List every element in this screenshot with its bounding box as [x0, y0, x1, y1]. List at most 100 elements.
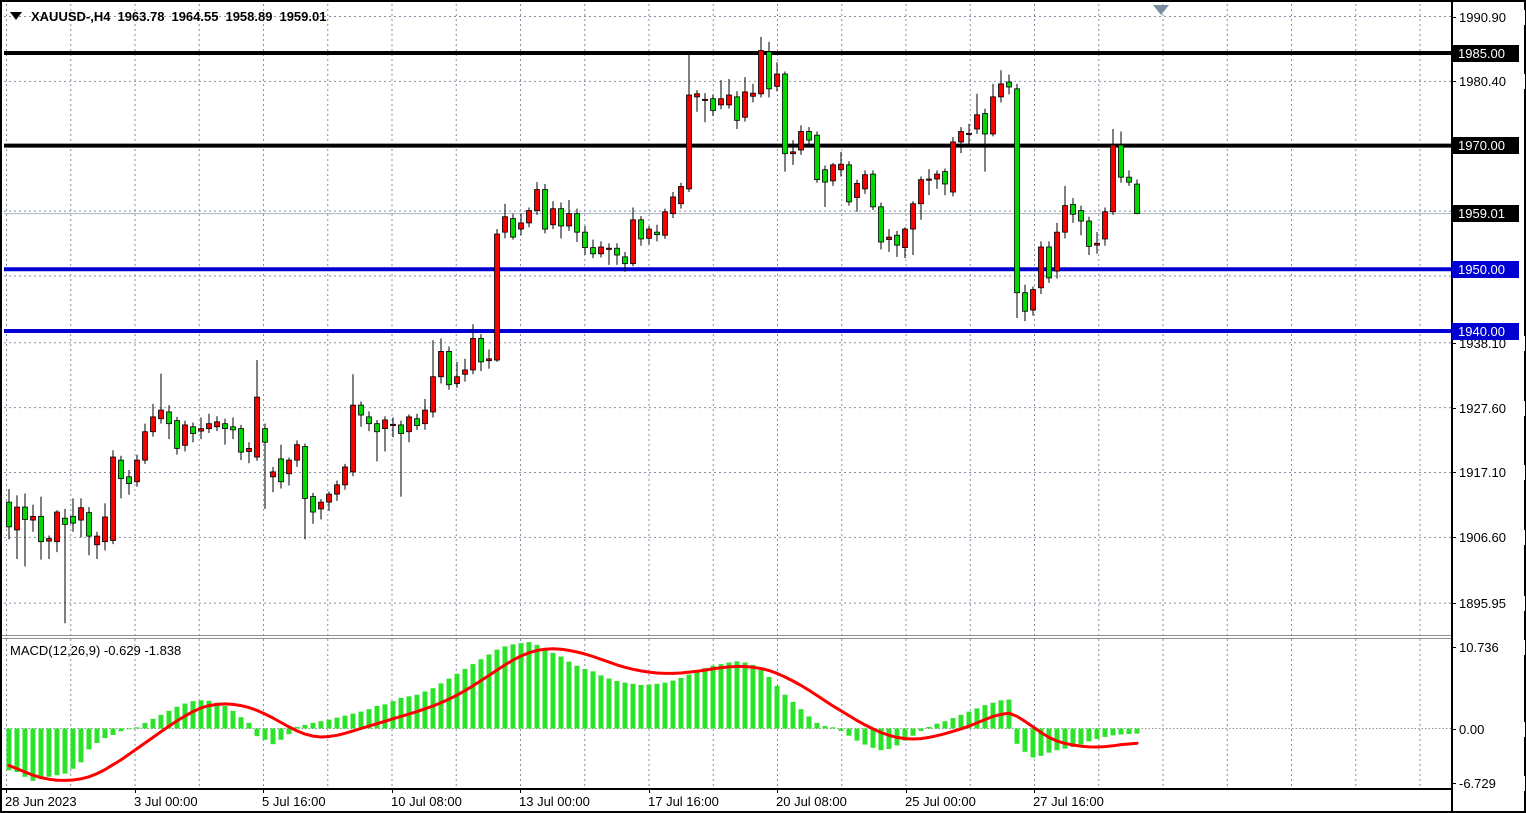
candle-body[interactable] — [702, 98, 708, 101]
macd-histogram-bar[interactable] — [190, 701, 196, 729]
candle-body[interactable] — [1126, 176, 1132, 183]
candle-body[interactable] — [550, 208, 556, 226]
macd-histogram-bar[interactable] — [702, 668, 708, 729]
macd-histogram-bar[interactable] — [814, 722, 820, 729]
macd-histogram-bar[interactable] — [630, 683, 636, 729]
candle-body[interactable] — [502, 216, 508, 233]
macd-histogram-bar[interactable] — [150, 718, 156, 729]
macd-histogram-bar[interactable] — [742, 662, 748, 729]
macd-histogram-bar[interactable] — [758, 669, 764, 729]
candle-body[interactable] — [1062, 205, 1068, 233]
candle-body[interactable] — [734, 96, 740, 121]
candle-body[interactable] — [238, 428, 244, 453]
candle-body[interactable] — [1078, 210, 1084, 222]
macd-histogram-bar[interactable] — [94, 728, 100, 743]
macd-histogram-bar[interactable] — [942, 721, 948, 729]
macd-histogram-bar[interactable] — [374, 705, 380, 729]
macd-histogram-bar[interactable] — [22, 728, 28, 777]
macd-histogram-bar[interactable] — [270, 728, 276, 745]
macd-histogram-bar[interactable] — [1086, 728, 1092, 742]
macd-histogram-bar[interactable] — [926, 726, 932, 729]
candle-body[interactable] — [6, 501, 12, 528]
candle-body[interactable] — [886, 236, 892, 240]
macd-histogram-bar[interactable] — [6, 728, 12, 771]
candle-body[interactable] — [542, 189, 548, 230]
macd-histogram-bar[interactable] — [718, 664, 724, 729]
candle-body[interactable] — [334, 484, 340, 495]
candle-body[interactable] — [598, 246, 604, 255]
macd-histogram-bar[interactable] — [222, 705, 228, 729]
candle-body[interactable] — [126, 476, 132, 485]
macd-histogram-bar[interactable] — [518, 643, 524, 729]
macd-histogram-bar[interactable] — [478, 659, 484, 729]
candle-body[interactable] — [974, 114, 980, 130]
macd-histogram-bar[interactable] — [30, 728, 36, 781]
candle-body[interactable] — [14, 506, 20, 531]
candle-body[interactable] — [1054, 231, 1060, 272]
macd-histogram-bar[interactable] — [62, 728, 68, 774]
candle-body[interactable] — [830, 164, 836, 182]
macd-histogram-bar[interactable] — [134, 727, 140, 729]
macd-histogram-bar[interactable] — [566, 661, 572, 729]
macd-histogram-bar[interactable] — [102, 728, 108, 739]
macd-histogram-bar[interactable] — [462, 668, 468, 729]
macd-histogram-bar[interactable] — [70, 728, 76, 769]
candle-body[interactable] — [86, 512, 92, 537]
macd-histogram-bar[interactable] — [118, 728, 124, 732]
macd-histogram-bar[interactable] — [862, 728, 868, 745]
candle-body[interactable] — [662, 211, 668, 236]
candle-body[interactable] — [1038, 246, 1044, 289]
macd-histogram-bar[interactable] — [494, 649, 500, 729]
macd-histogram-bar[interactable] — [654, 683, 660, 729]
macd-histogram-bar[interactable] — [558, 656, 564, 729]
candle-body[interactable] — [966, 132, 972, 135]
candle-body[interactable] — [94, 535, 100, 546]
macd-histogram-bar[interactable] — [1046, 728, 1052, 753]
candle-body[interactable] — [1134, 183, 1140, 214]
candle-body[interactable] — [822, 169, 828, 183]
candle-body[interactable] — [870, 173, 876, 208]
macd-histogram-bar[interactable] — [1126, 728, 1132, 734]
candle-body[interactable] — [198, 428, 204, 432]
candle-body[interactable] — [1022, 292, 1028, 312]
candle-body[interactable] — [222, 423, 228, 430]
macd-histogram-bar[interactable] — [390, 701, 396, 729]
candle-body[interactable] — [622, 256, 628, 265]
candle-body[interactable] — [718, 98, 724, 106]
macd-histogram-bar[interactable] — [238, 717, 244, 729]
candle-body[interactable] — [134, 459, 140, 483]
macd-histogram-bar[interactable] — [198, 700, 204, 729]
candle-body[interactable] — [510, 218, 516, 238]
candle-body[interactable] — [670, 196, 676, 215]
macd-histogram-bar[interactable] — [734, 661, 740, 729]
candle-body[interactable] — [102, 516, 108, 543]
candle-body[interactable] — [318, 501, 324, 510]
candle-body[interactable] — [614, 247, 620, 256]
candle-body[interactable] — [654, 231, 660, 236]
macd-histogram-bar[interactable] — [550, 652, 556, 729]
macd-histogram-bar[interactable] — [46, 728, 52, 777]
candle-body[interactable] — [302, 446, 308, 499]
candle-body[interactable] — [62, 517, 68, 525]
macd-histogram-bar[interactable] — [830, 727, 836, 729]
candle-body[interactable] — [462, 369, 468, 375]
macd-histogram-bar[interactable] — [174, 706, 180, 729]
macd-histogram-bar[interactable] — [438, 683, 444, 729]
macd-histogram-bar[interactable] — [966, 711, 972, 729]
macd-histogram-bar[interactable] — [158, 714, 164, 729]
candle-body[interactable] — [1102, 211, 1108, 240]
macd-histogram-bar[interactable] — [510, 644, 516, 729]
candle-body[interactable] — [110, 456, 116, 541]
candle-body[interactable] — [350, 404, 356, 473]
candle-body[interactable] — [934, 173, 940, 180]
macd-histogram-bar[interactable] — [854, 728, 860, 741]
candle-body[interactable] — [78, 507, 84, 521]
macd-histogram-bar[interactable] — [766, 676, 772, 729]
macd-histogram-bar[interactable] — [574, 665, 580, 729]
macd-histogram-bar[interactable] — [686, 674, 692, 729]
macd-histogram-bar[interactable] — [78, 728, 84, 763]
candle-body[interactable] — [454, 376, 460, 384]
candle-body[interactable] — [518, 222, 524, 230]
macd-histogram-bar[interactable] — [142, 722, 148, 729]
candle-body[interactable] — [46, 538, 52, 542]
